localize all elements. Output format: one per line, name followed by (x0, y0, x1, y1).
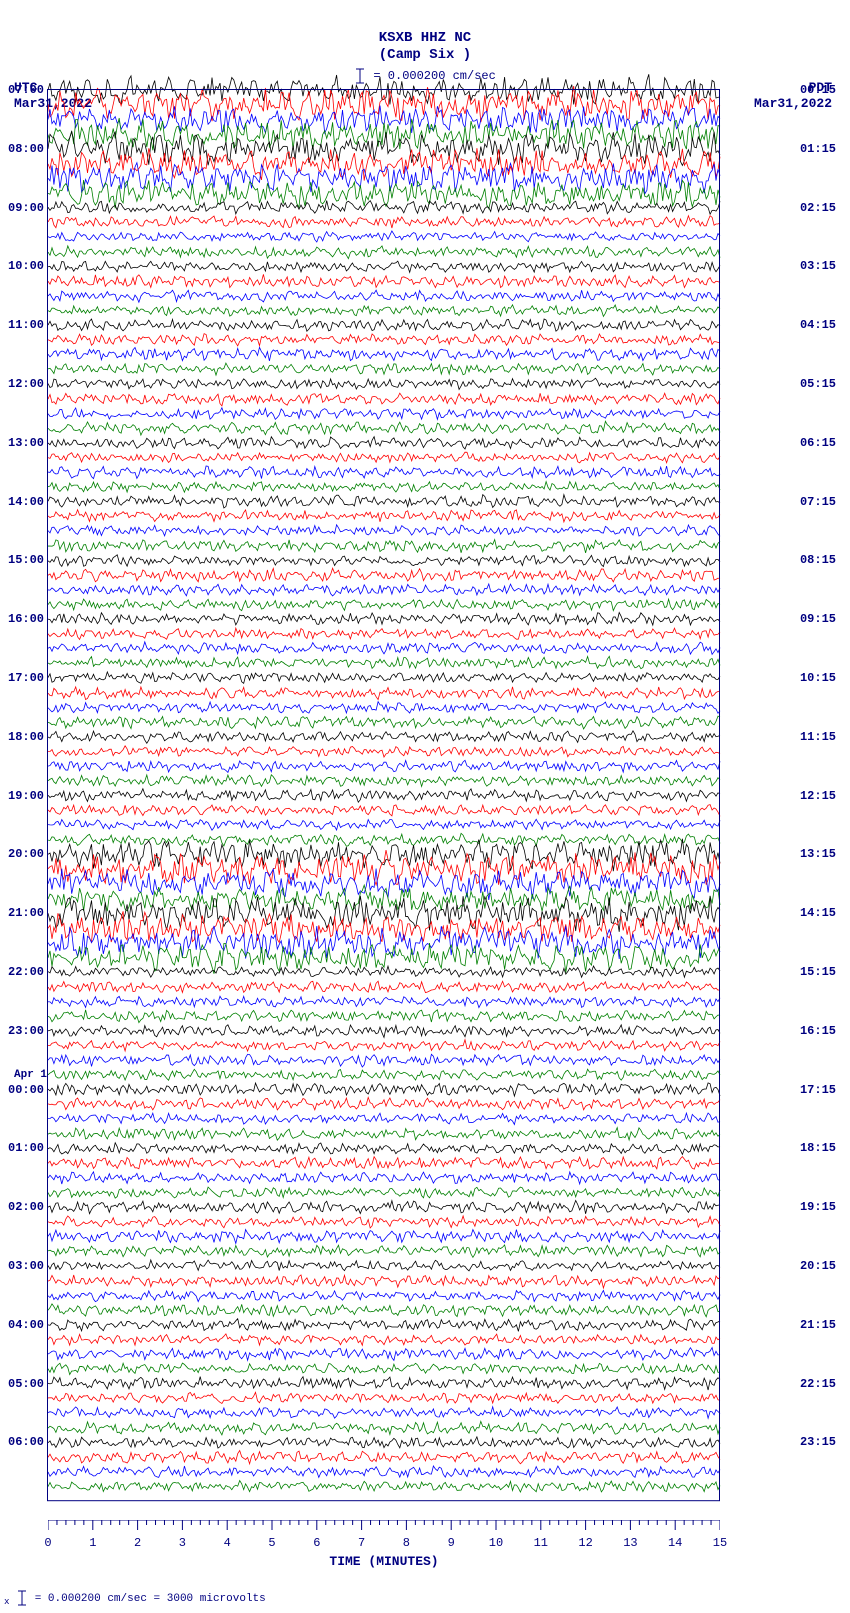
pdt-time: 16:15 (800, 1024, 836, 1038)
pdt-time: 05:15 (800, 377, 836, 391)
utc-time: 00:00 (8, 1083, 44, 1097)
station-code: KSXB HHZ NC (0, 30, 850, 46)
pdt-time: 11:15 (800, 730, 836, 744)
tz-right-date: Mar31,2022 (754, 96, 832, 111)
pdt-time: 10:15 (800, 671, 836, 685)
utc-time: 13:00 (8, 436, 44, 450)
pdt-time: 19:15 (800, 1200, 836, 1214)
utc-time: 15:00 (8, 553, 44, 567)
pdt-time: 07:15 (800, 495, 836, 509)
utc-time: 08:00 (8, 142, 44, 156)
utc-time: 19:00 (8, 789, 44, 803)
pdt-time: 18:15 (800, 1141, 836, 1155)
plot-border (47, 89, 721, 1502)
utc-time: 16:00 (8, 612, 44, 626)
utc-time: 09:00 (8, 201, 44, 215)
footer-scale: x = 0.000200 cm/sec = 3000 microvolts (4, 1590, 266, 1607)
x-tick-label: 6 (313, 1536, 320, 1550)
pdt-time: 14:15 (800, 906, 836, 920)
x-tick-label: 12 (578, 1536, 592, 1550)
pdt-time: 13:15 (800, 847, 836, 861)
station-name: (Camp Six ) (0, 47, 850, 63)
utc-time: 02:00 (8, 1200, 44, 1214)
x-tick-label: 2 (134, 1536, 141, 1550)
pdt-time: 23:15 (800, 1435, 836, 1449)
x-tick-label: 14 (668, 1536, 682, 1550)
utc-time: 04:00 (8, 1318, 44, 1332)
x-tick-label: 7 (358, 1536, 365, 1550)
x-tick-label: 15 (713, 1536, 727, 1550)
pdt-time: 17:15 (800, 1083, 836, 1097)
pdt-time: 01:15 (800, 142, 836, 156)
x-tick-label: 8 (403, 1536, 410, 1550)
pdt-time: 22:15 (800, 1377, 836, 1391)
x-axis: TIME (MINUTES) 0123456789101112131415 (48, 1520, 720, 1560)
x-tick-label: 4 (224, 1536, 231, 1550)
pdt-time: 12:15 (800, 789, 836, 803)
pdt-time: 15:15 (800, 965, 836, 979)
utc-time: 01:00 (8, 1141, 44, 1155)
pdt-time: 02:15 (800, 201, 836, 215)
utc-time: 12:00 (8, 377, 44, 391)
x-tick-label: 11 (534, 1536, 548, 1550)
utc-time: 18:00 (8, 730, 44, 744)
utc-time: 14:00 (8, 495, 44, 509)
utc-time: 22:00 (8, 965, 44, 979)
x-tick-label: 1 (89, 1536, 96, 1550)
utc-time: 03:00 (8, 1259, 44, 1273)
pdt-time: 21:15 (800, 1318, 836, 1332)
pdt-time: 08:15 (800, 553, 836, 567)
utc-time: 21:00 (8, 906, 44, 920)
utc-time: 20:00 (8, 847, 44, 861)
utc-time: 06:00 (8, 1435, 44, 1449)
x-tick-label: 3 (179, 1536, 186, 1550)
pdt-time: 03:15 (800, 259, 836, 273)
utc-time: 07:00 (8, 83, 44, 97)
x-tick-label: 10 (489, 1536, 503, 1550)
pdt-time: 06:15 (800, 436, 836, 450)
date-marker: Apr 1 (14, 1069, 47, 1081)
x-tick-label: 5 (268, 1536, 275, 1550)
pdt-time: 00:15 (800, 83, 836, 97)
utc-time: 10:00 (8, 259, 44, 273)
x-tick-label: 0 (44, 1536, 51, 1550)
utc-time: 05:00 (8, 1377, 44, 1391)
utc-time: 23:00 (8, 1024, 44, 1038)
x-tick-label: 13 (623, 1536, 637, 1550)
x-tick-label: 9 (448, 1536, 455, 1550)
utc-time: 17:00 (8, 671, 44, 685)
pdt-time: 09:15 (800, 612, 836, 626)
footer-text: = 0.000200 cm/sec = 3000 microvolts (35, 1593, 266, 1605)
utc-time: 11:00 (8, 318, 44, 332)
pdt-time: 04:15 (800, 318, 836, 332)
pdt-time: 20:15 (800, 1259, 836, 1273)
x-axis-label: TIME (MINUTES) (48, 1554, 720, 1569)
